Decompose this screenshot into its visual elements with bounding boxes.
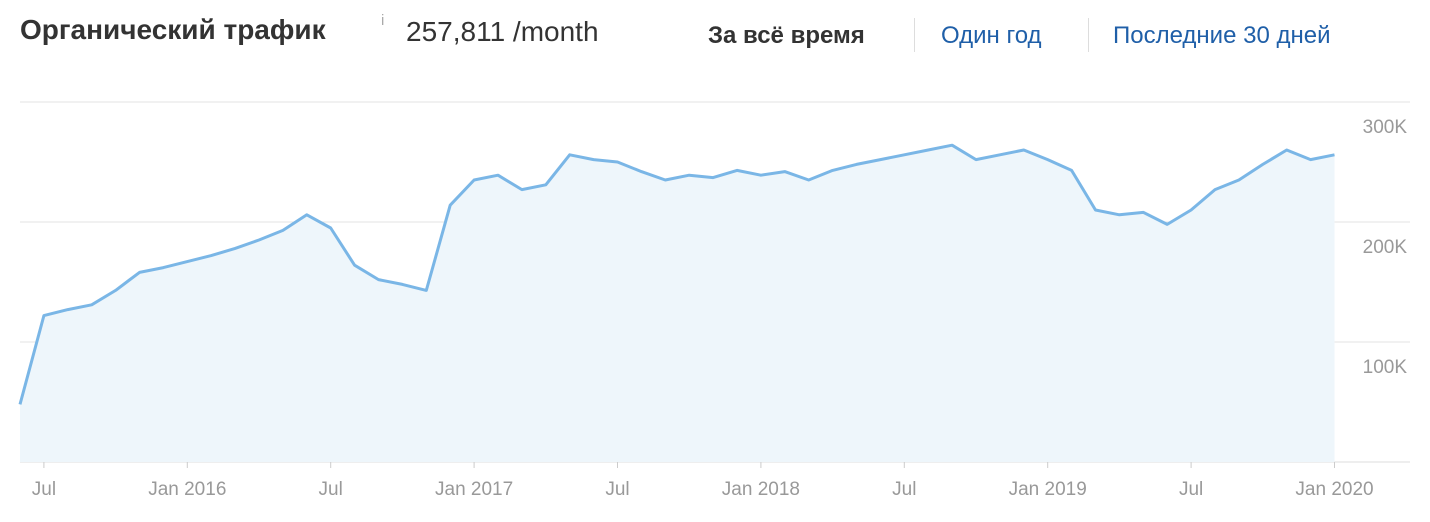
x-tick-label: Jan 2020 — [1295, 479, 1373, 500]
x-tick-label: Jul — [32, 479, 56, 500]
x-tick-label: Jul — [605, 479, 629, 500]
traffic-line — [18, 143, 1335, 405]
y-tick-label: 200K — [1363, 237, 1408, 258]
y-tick-label: 300K — [1363, 117, 1408, 138]
tab-30-days[interactable]: Последние 30 дней — [1113, 22, 1331, 49]
x-tick-label: Jul — [1179, 479, 1203, 500]
y-tick-label: 100K — [1363, 357, 1408, 378]
tab-year[interactable]: Один год — [941, 22, 1042, 49]
title: Органический трафик — [20, 14, 326, 45]
info-icon[interactable]: i — [381, 12, 385, 29]
x-tick-label: Jul — [319, 479, 343, 500]
x-tick-label: Jan 2017 — [435, 479, 513, 500]
traffic-value: 257,811 /month — [406, 16, 599, 47]
x-tick-label: Jul — [892, 479, 916, 500]
separator — [914, 18, 915, 52]
x-tick-label: Jan 2018 — [722, 479, 800, 500]
tab-all-time[interactable]: За всё время — [708, 22, 865, 49]
area-fill — [20, 145, 1335, 462]
x-tick-label: Jan 2016 — [148, 479, 226, 500]
x-tick-label: Jan 2019 — [1009, 479, 1087, 500]
separator — [1088, 18, 1089, 52]
